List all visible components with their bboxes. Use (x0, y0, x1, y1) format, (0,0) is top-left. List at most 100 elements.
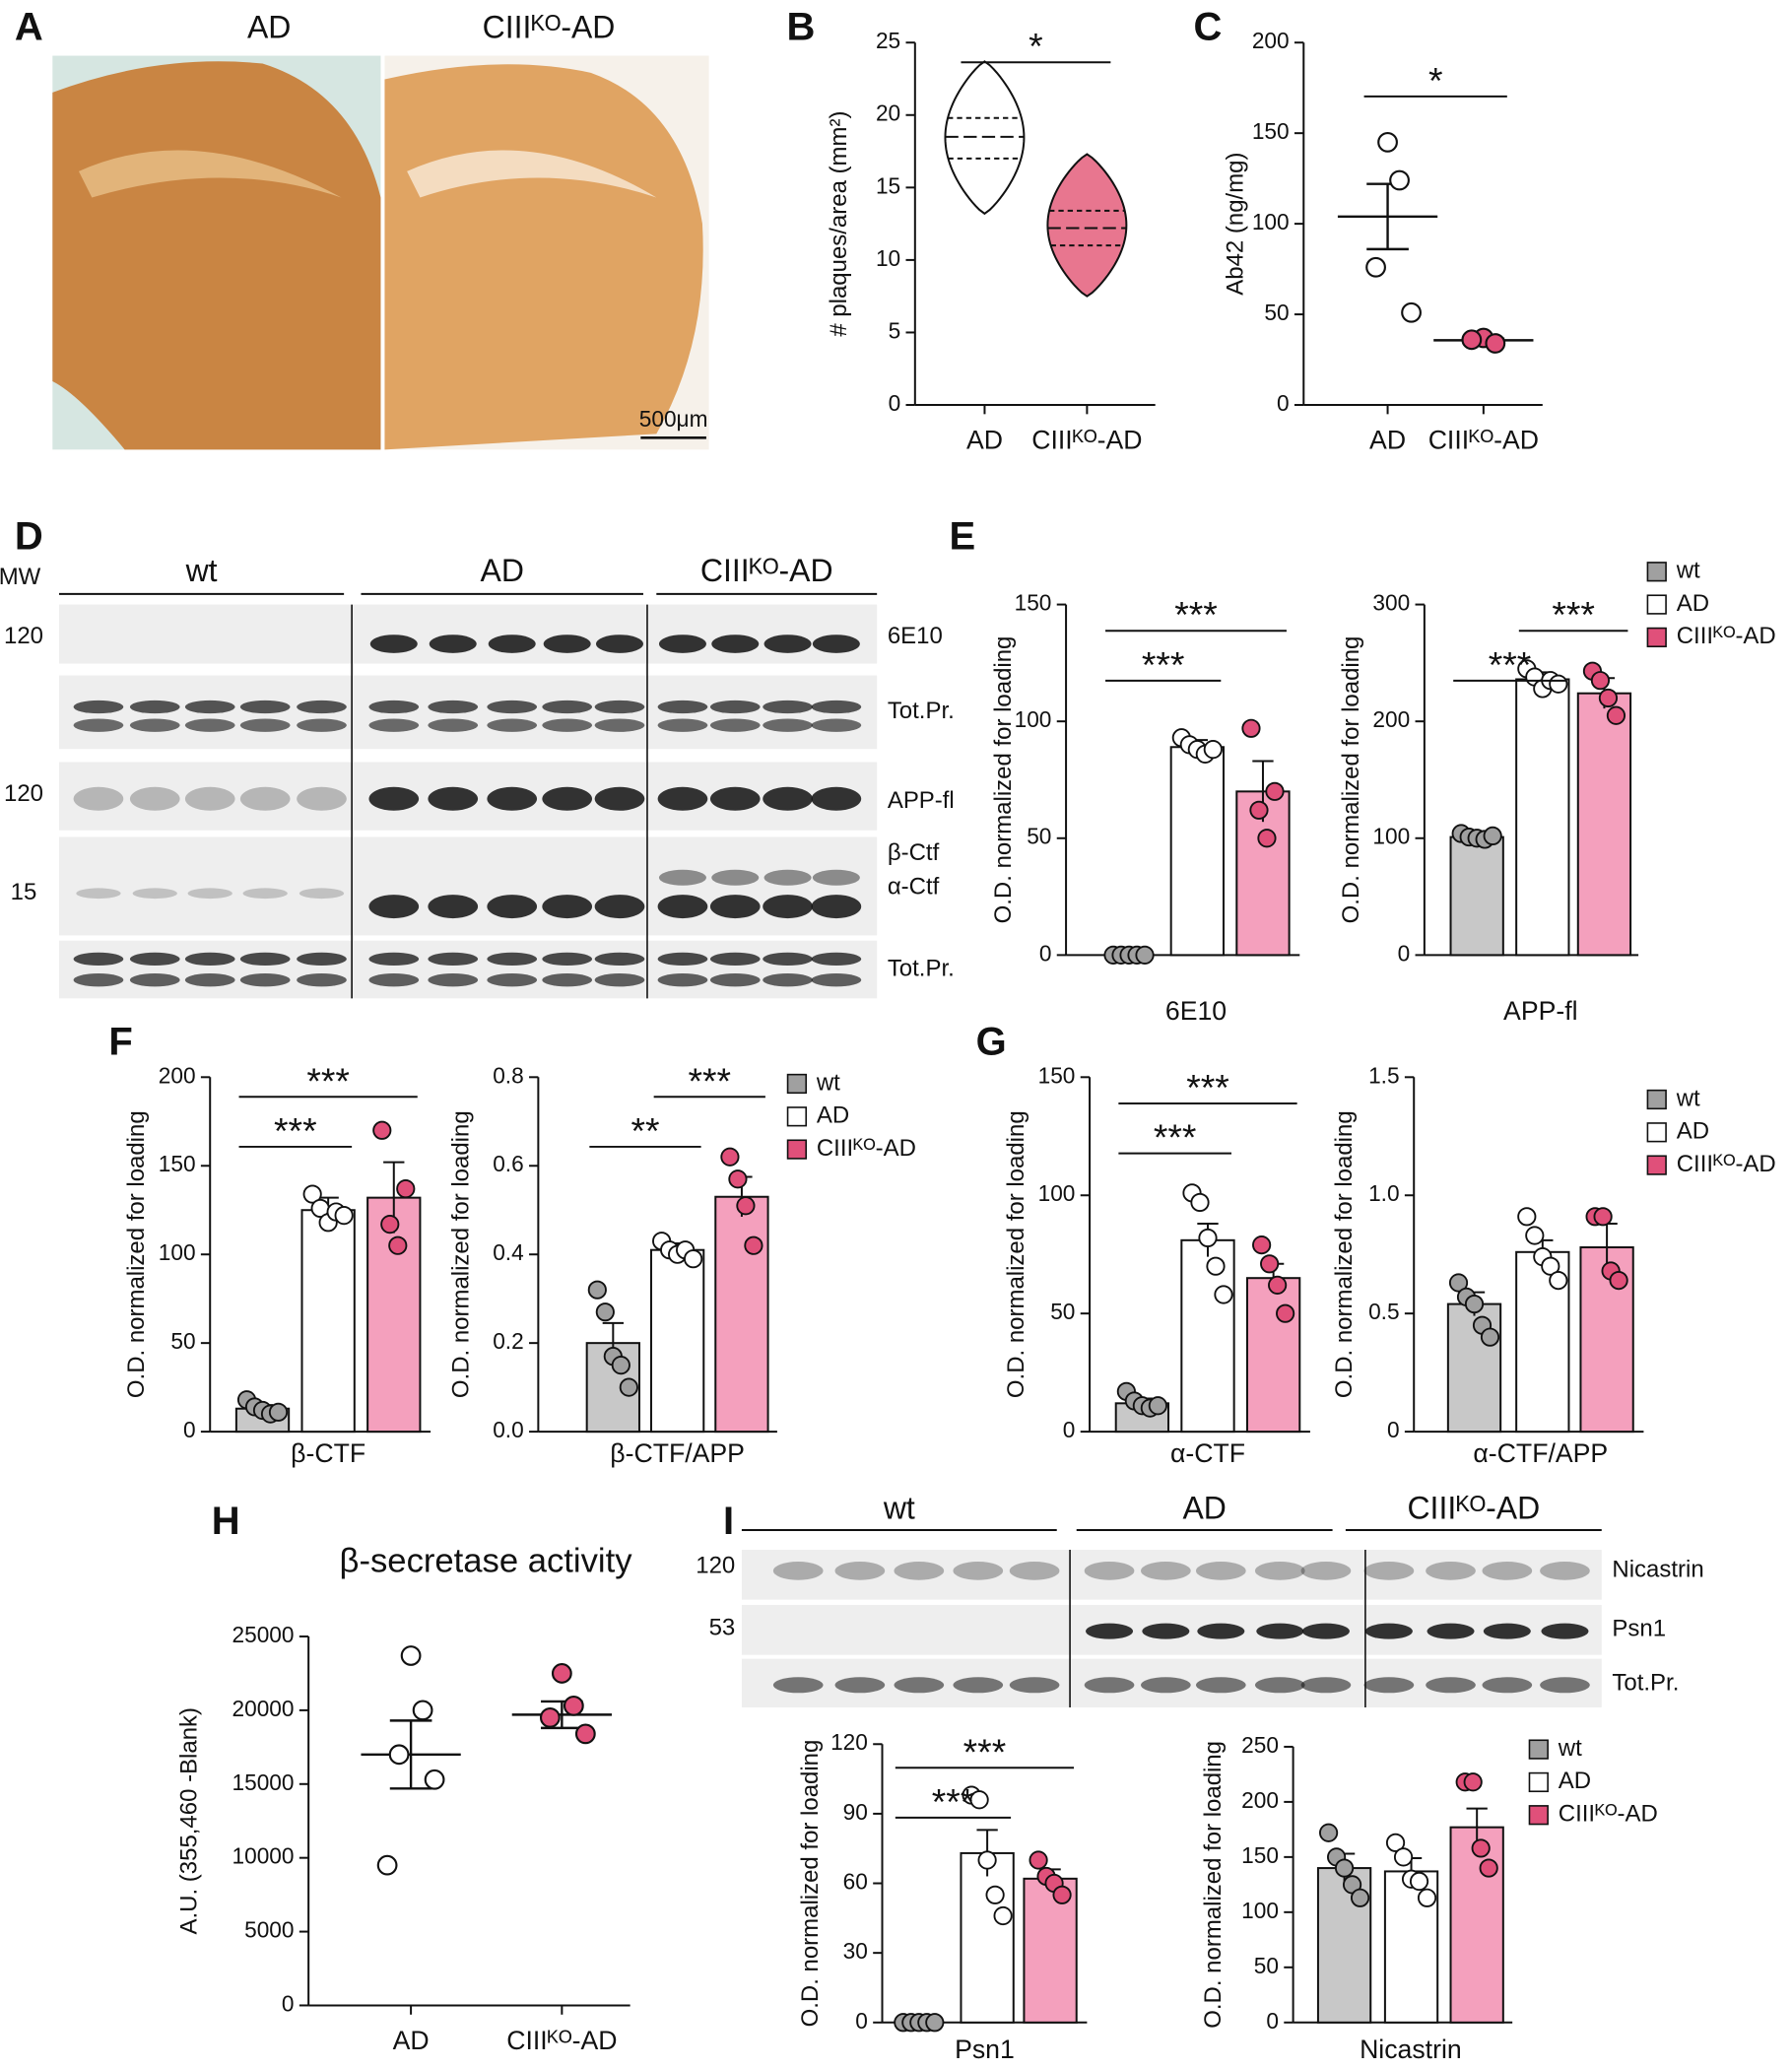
blot-band (1256, 1623, 1304, 1639)
y-tick-label: 100 (1241, 1898, 1279, 1923)
data-point (587, 1280, 607, 1300)
violin (1046, 153, 1128, 298)
blot-band (73, 786, 124, 811)
y-tick-label: 150 (159, 1151, 196, 1176)
data-point (396, 1179, 416, 1199)
data-point (400, 1645, 422, 1666)
legend-swatch (1528, 1805, 1549, 1826)
blot-band (487, 700, 538, 714)
legend-label: AD (817, 1102, 849, 1129)
blot-band (297, 786, 347, 811)
y-tick-label: 0 (1266, 2008, 1279, 2034)
x-tick-label: CIIIᴷᴼ-AD (1031, 425, 1142, 454)
blot-band (428, 786, 479, 811)
data-point (736, 1196, 756, 1216)
blot-band (542, 973, 593, 987)
blot-strip (58, 940, 878, 999)
group-label: AD (1182, 1491, 1226, 1526)
y-tick-label: 20 (876, 100, 900, 126)
data-point (539, 1706, 561, 1728)
data-point (969, 1790, 989, 1810)
legend-swatch (1646, 1122, 1667, 1143)
blot-band (657, 952, 708, 967)
blot-band (709, 786, 761, 811)
bar (649, 1248, 705, 1434)
blot-band (369, 634, 418, 653)
blot-band (76, 888, 121, 900)
blot-band (812, 634, 860, 653)
blot-band (1301, 1623, 1350, 1639)
blot-band (1541, 1623, 1589, 1639)
y-tick-label: 0 (889, 390, 901, 416)
blot-band (184, 700, 235, 714)
blot-band (811, 895, 862, 919)
data-point (551, 1663, 572, 1684)
blot-band (811, 952, 862, 967)
data-point (1350, 1888, 1370, 1907)
x-axis-label: Nicastrin (1360, 2035, 1462, 2064)
group-label: CIIIᴷᴼ-AD (700, 553, 833, 588)
y-tick-label: 100 (1038, 1180, 1076, 1206)
data-point (380, 1215, 400, 1235)
data-point (376, 1854, 398, 1876)
panel-letter: I (723, 1500, 734, 1543)
group-label: CIIIᴷᴼ-AD (1407, 1491, 1540, 1526)
blot-band (542, 952, 593, 967)
blot-band (834, 1677, 886, 1694)
y-tick-label: 200 (159, 1062, 196, 1088)
y-tick-label: 200 (1372, 706, 1410, 732)
blot-band (594, 786, 645, 811)
data-point (1480, 1327, 1500, 1347)
band-label: Tot.Pr. (888, 698, 955, 724)
band-label: Tot.Pr. (888, 955, 955, 981)
y-tick-label: 100 (1015, 706, 1052, 732)
y-axis-label: O.D. normalized for loading (797, 1740, 824, 2028)
x-axis-label: 6E10 (1165, 996, 1227, 1026)
blot-band (543, 634, 591, 653)
data-point (1276, 1303, 1295, 1323)
data-point (1525, 1226, 1545, 1245)
blot-band (487, 786, 538, 811)
data-point (1148, 1396, 1167, 1416)
y-tick-label: 150 (1015, 590, 1052, 616)
blot-band (368, 952, 420, 967)
blot-band (1254, 1562, 1305, 1580)
band-label: Psn1 (1612, 1616, 1666, 1642)
significance-label: *** (1174, 594, 1218, 635)
blot-band (1009, 1677, 1060, 1694)
mw-label: 120 (4, 623, 43, 649)
bar (1180, 1238, 1235, 1434)
data-point (388, 1744, 410, 1766)
data-point (1401, 301, 1422, 323)
blot-band (487, 952, 538, 967)
y-tick-label: 0.4 (493, 1239, 523, 1265)
legend-swatch (1528, 1771, 1549, 1793)
blot-band (711, 634, 760, 653)
blot-band (1482, 1677, 1533, 1694)
blot-band (594, 700, 645, 714)
panel-letter: D (15, 515, 43, 559)
blot-band (709, 700, 761, 714)
y-tick-label: 0.0 (493, 1417, 523, 1442)
y-tick-label: 5000 (244, 1917, 294, 1943)
blot-band (658, 634, 706, 653)
y-tick-label: 120 (830, 1729, 868, 1755)
image-label: AD (247, 9, 291, 44)
y-tick-label: 0 (183, 1417, 196, 1442)
blot-band (368, 786, 420, 811)
data-point (619, 1377, 638, 1397)
blot-band (429, 634, 477, 653)
y-tick-label: 100 (159, 1239, 196, 1265)
data-point (993, 1905, 1013, 1926)
blot-band (239, 700, 291, 714)
blot-band (894, 1677, 945, 1694)
x-axis-label: α-CTF/APP (1473, 1438, 1608, 1468)
y-tick-label: 5 (889, 317, 901, 343)
significance-label: *** (1142, 643, 1185, 685)
mw-label: 15 (11, 879, 37, 905)
blot-band (187, 888, 232, 900)
blot-band (184, 973, 235, 987)
blot-band (658, 869, 706, 886)
blot-band (1483, 1623, 1531, 1639)
x-tick-label: AD (1369, 425, 1406, 454)
